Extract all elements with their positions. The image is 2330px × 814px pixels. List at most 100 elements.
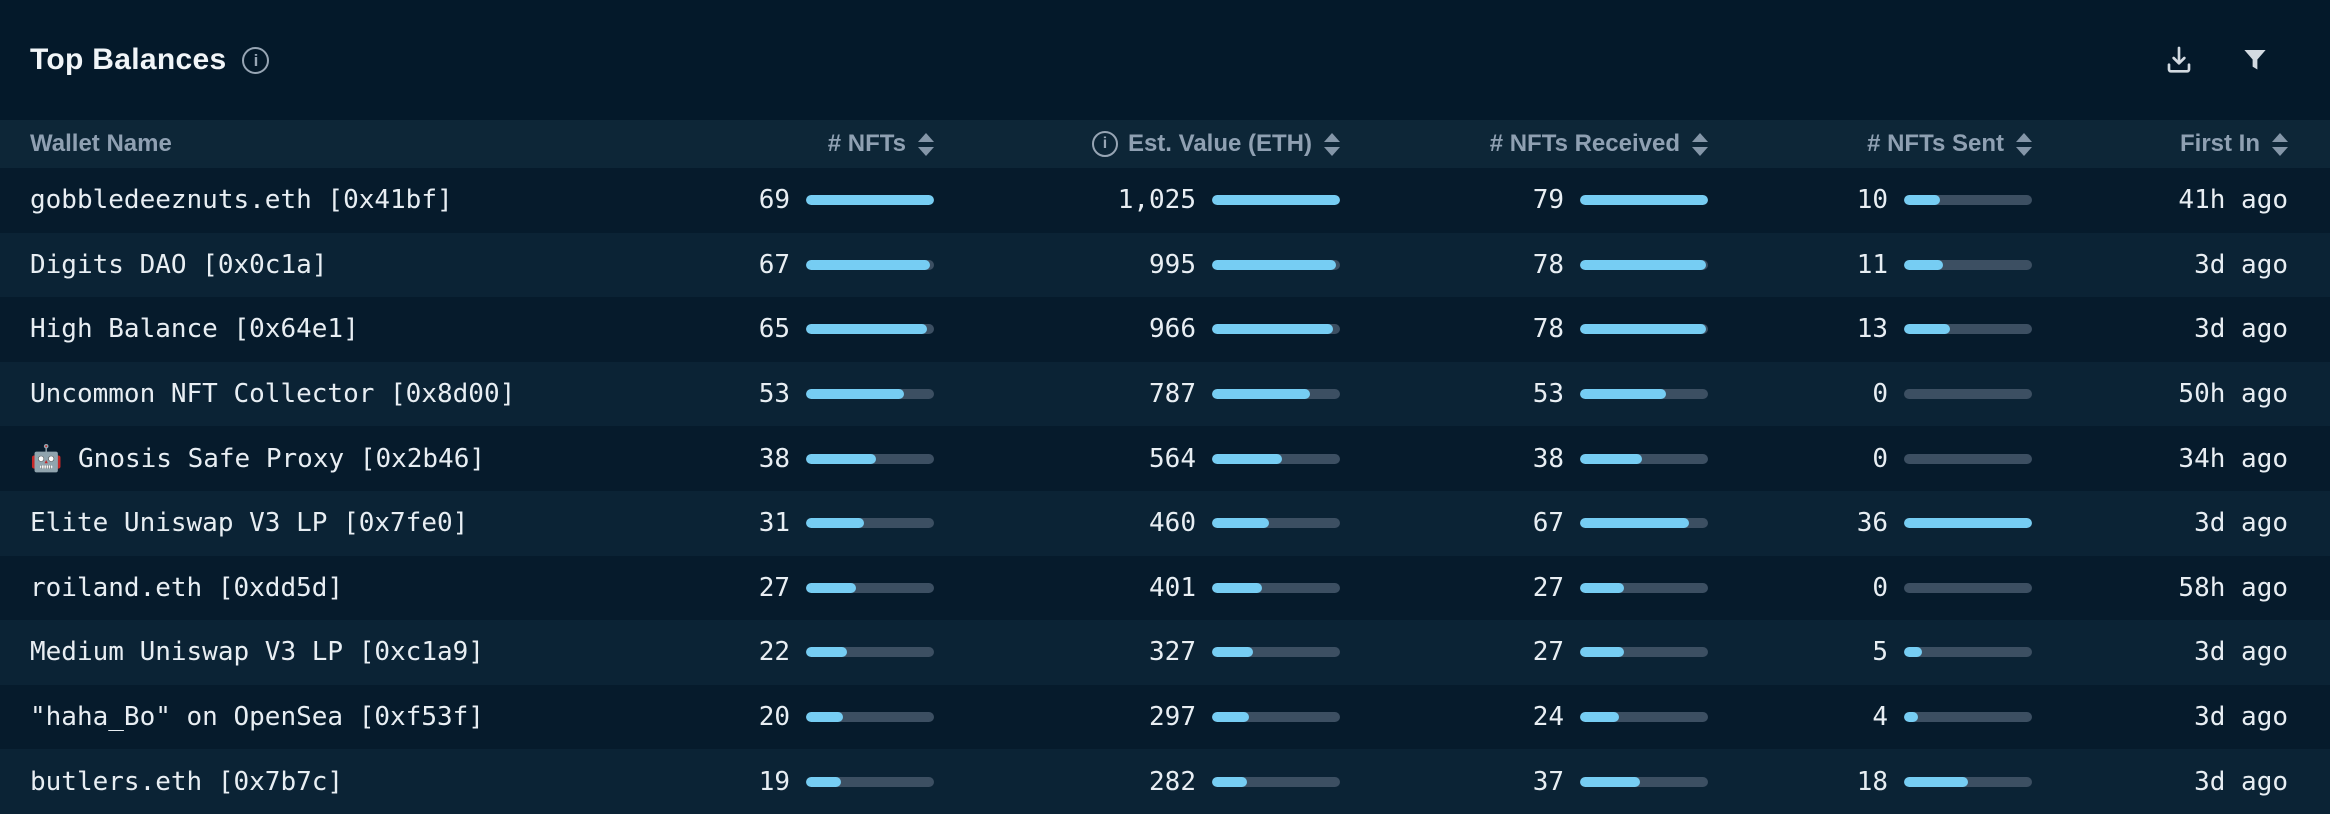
wallet-name-cell[interactable]: "haha_Bo" on OpenSea [0xf53f] xyxy=(30,702,484,733)
est-value-cell: 966 xyxy=(934,314,1340,344)
table-row[interactable]: Elite Uniswap V3 LP [0x7fe0] 31 460 67 3… xyxy=(0,490,2330,556)
nfts-received-count: 27 xyxy=(1532,637,1564,668)
sort-icon[interactable] xyxy=(2016,132,2032,156)
est-value-amount: 401 xyxy=(1149,572,1196,603)
est-value-cell: 401 xyxy=(934,573,1340,603)
download-button[interactable] xyxy=(2162,43,2196,77)
nfts-count: 22 xyxy=(758,637,790,668)
est-value-cell: 297 xyxy=(934,702,1340,732)
nfts-received-count: 78 xyxy=(1532,249,1564,280)
table-row[interactable]: High Balance [0x64e1] 65 966 78 13 3d ag… xyxy=(0,297,2330,362)
wallet-name-cell[interactable]: Digits DAO [0x0c1a] xyxy=(30,249,328,280)
nfts-count: 69 xyxy=(758,185,790,216)
column-header-wallet-name: Wallet Name xyxy=(0,130,604,158)
table-row[interactable]: "haha_Bo" on OpenSea [0xf53f] 20 297 24 … xyxy=(0,684,2330,750)
nfts-received-bar xyxy=(1580,259,1708,270)
est-value-amount: 995 xyxy=(1149,249,1196,280)
est-value-cell: 1,025 xyxy=(934,185,1340,215)
nfts-cell: 20 xyxy=(604,702,934,732)
column-label: Est. Value (ETH) xyxy=(1127,130,1312,157)
table-row[interactable]: gobbledeeznuts.eth [0x41bf] 69 1,025 79 … xyxy=(0,168,2330,233)
est-value-cell: 787 xyxy=(934,379,1340,409)
nfts-received-bar xyxy=(1580,582,1708,593)
nfts-cell: 22 xyxy=(604,637,934,667)
table-row[interactable]: 🤖 Gnosis Safe Proxy [0x2b46] 38 564 38 0… xyxy=(0,426,2330,491)
nfts-sent-bar xyxy=(1904,259,2032,270)
column-label: First In xyxy=(2179,130,2260,157)
title-bar: Top Balances i xyxy=(0,0,2330,120)
nfts-received-cell: 53 xyxy=(1340,379,1708,409)
nfts-received-cell: 27 xyxy=(1340,573,1708,603)
column-label: Wallet Name xyxy=(30,130,172,157)
nfts-bar xyxy=(806,195,934,206)
sort-icon[interactable] xyxy=(1692,132,1708,156)
est-value-amount: 564 xyxy=(1149,443,1196,474)
filter-button[interactable] xyxy=(2238,43,2272,77)
nfts-cell: 19 xyxy=(604,767,934,797)
nfts-received-cell: 24 xyxy=(1340,702,1708,732)
est-value-bar xyxy=(1212,518,1340,529)
nfts-sent-count: 5 xyxy=(1872,637,1888,668)
nfts-sent-count: 11 xyxy=(1856,249,1888,280)
wallet-name-cell[interactable]: Elite Uniswap V3 LP [0x7fe0] xyxy=(30,508,469,539)
nfts-received-cell: 37 xyxy=(1340,767,1708,797)
sort-icon[interactable] xyxy=(918,132,934,156)
table-row[interactable]: roiland.eth [0xdd5d] 27 401 27 0 58h ago xyxy=(0,555,2330,621)
table-row[interactable]: Uncommon NFT Collector [0x8d00] 53 787 5… xyxy=(0,361,2330,427)
nfts-count: 31 xyxy=(758,508,790,539)
first-in-cell: 3d ago xyxy=(2194,702,2288,733)
table-row[interactable]: butlers.eth [0x7b7c] 19 282 37 18 3d ago xyxy=(0,749,2330,814)
first-in-cell: 3d ago xyxy=(2194,508,2288,539)
nfts-received-count: 38 xyxy=(1532,443,1564,474)
est-value-bar xyxy=(1212,712,1340,723)
title-info-icon[interactable]: i xyxy=(242,46,270,74)
toolbar-actions xyxy=(2162,43,2272,77)
nfts-bar xyxy=(806,647,934,658)
est-value-cell: 564 xyxy=(934,444,1340,474)
wallet-name-cell[interactable]: 🤖 Gnosis Safe Proxy [0x2b46] xyxy=(30,443,486,474)
nfts-received-bar xyxy=(1580,712,1708,723)
first-in-cell: 50h ago xyxy=(2178,379,2288,410)
nfts-received-cell: 27 xyxy=(1340,637,1708,667)
nfts-bar xyxy=(806,776,934,787)
nfts-cell: 67 xyxy=(604,250,934,280)
table-row[interactable]: Medium Uniswap V3 LP [0xc1a9] 22 327 27 … xyxy=(0,620,2330,685)
wallet-name-cell[interactable]: butlers.eth [0x7b7c] xyxy=(30,766,344,797)
est-value-cell: 282 xyxy=(934,767,1340,797)
nfts-received-cell: 78 xyxy=(1340,314,1708,344)
est-value-info-icon[interactable]: i xyxy=(1091,131,1118,157)
nfts-sent-count: 4 xyxy=(1872,702,1888,733)
table-row[interactable]: Digits DAO [0x0c1a] 67 995 78 11 3d ago xyxy=(0,232,2330,298)
nfts-sent-bar xyxy=(1904,582,2032,593)
wallet-name-cell[interactable]: Medium Uniswap V3 LP [0xc1a9] xyxy=(30,637,484,668)
nfts-received-bar xyxy=(1580,518,1708,529)
column-header-nfts-sent[interactable]: # NFTs Sent xyxy=(1708,130,2032,158)
nfts-received-cell: 38 xyxy=(1340,444,1708,474)
sort-icon[interactable] xyxy=(1324,132,1340,156)
est-value-bar xyxy=(1212,389,1340,400)
wallet-name-cell[interactable]: gobbledeeznuts.eth [0x41bf] xyxy=(30,185,453,216)
nfts-bar xyxy=(806,324,934,335)
sort-icon[interactable] xyxy=(2272,132,2288,156)
column-header-nfts-received[interactable]: # NFTs Received xyxy=(1340,130,1708,158)
wallet-name-cell[interactable]: High Balance [0x64e1] xyxy=(30,314,359,345)
nfts-sent-cell: 13 xyxy=(1708,314,2032,344)
nfts-received-bar xyxy=(1580,195,1708,206)
nfts-sent-count: 10 xyxy=(1856,185,1888,216)
nfts-count: 53 xyxy=(758,379,790,410)
nfts-sent-bar xyxy=(1904,518,2032,529)
column-header-nfts[interactable]: # NFTs xyxy=(604,130,934,158)
column-header-est-value[interactable]: i Est. Value (ETH) xyxy=(934,130,1340,158)
nfts-bar xyxy=(806,712,934,723)
column-label: # NFTs Sent xyxy=(1867,130,2004,157)
wallet-name-cell[interactable]: roiland.eth [0xdd5d] xyxy=(30,572,344,603)
est-value-bar xyxy=(1212,324,1340,335)
est-value-amount: 966 xyxy=(1149,314,1196,345)
nfts-received-count: 53 xyxy=(1532,379,1564,410)
est-value-bar xyxy=(1212,453,1340,464)
wallet-name-cell[interactable]: Uncommon NFT Collector [0x8d00] xyxy=(30,379,516,410)
nfts-sent-bar xyxy=(1904,776,2032,787)
nfts-received-count: 24 xyxy=(1532,702,1564,733)
column-header-first-in[interactable]: First In xyxy=(2032,130,2288,158)
